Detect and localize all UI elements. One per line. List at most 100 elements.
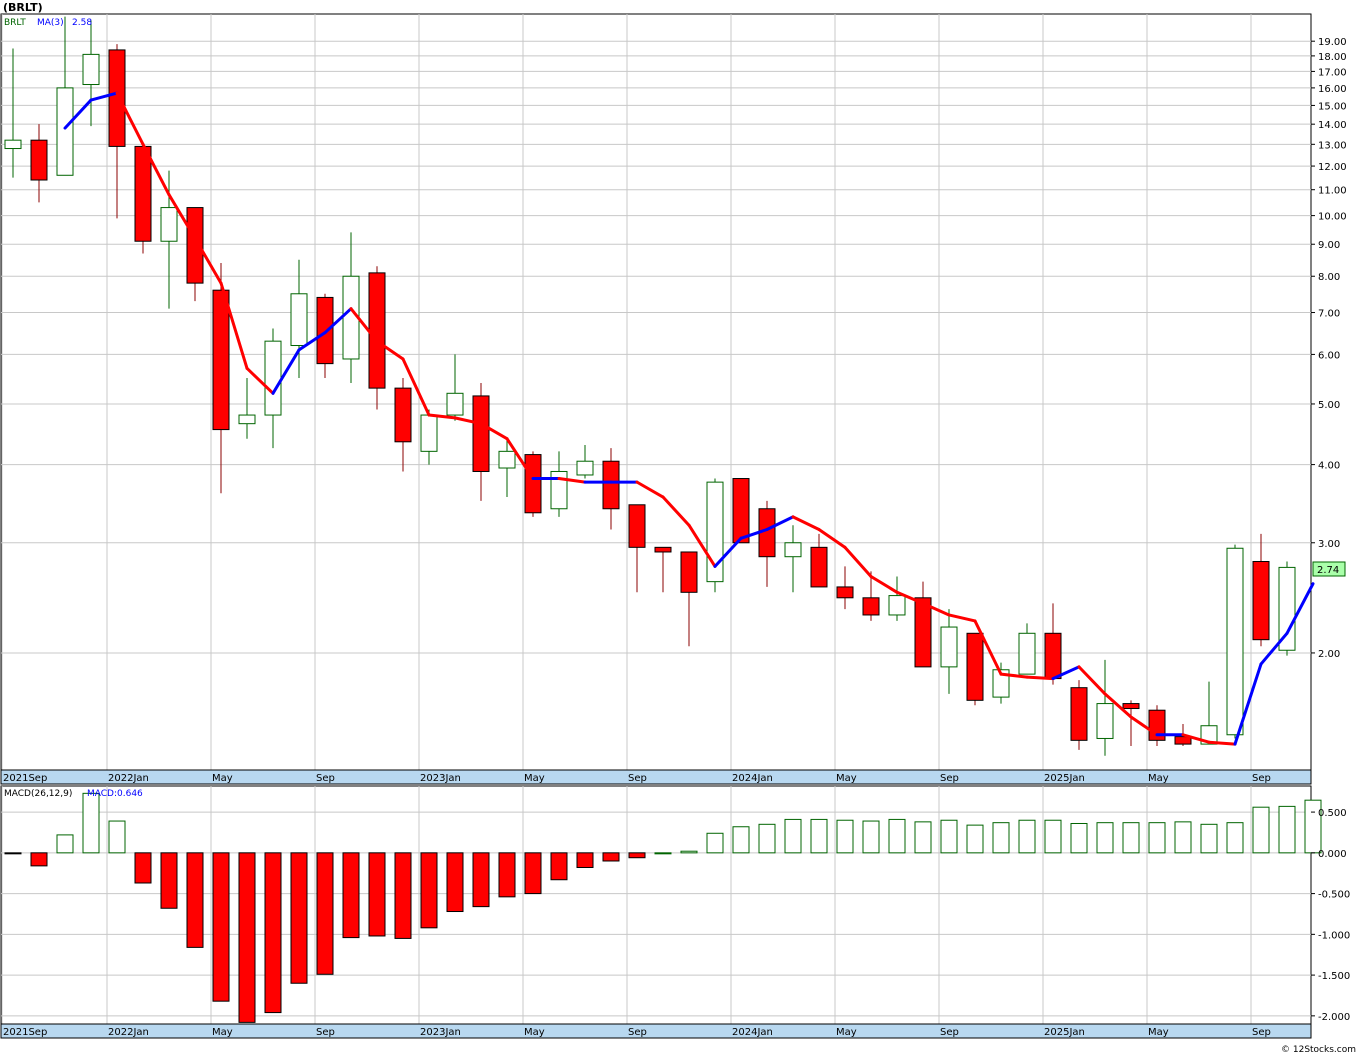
macd-bar-negative xyxy=(498,852,516,898)
ma-segment xyxy=(271,348,301,395)
candle-body-up xyxy=(264,340,282,416)
ma-segment xyxy=(791,515,821,532)
price-x-tick-label: 2021Sep xyxy=(3,773,47,784)
price-x-tick-label: May xyxy=(836,773,857,784)
macd-bar-negative xyxy=(212,852,230,1002)
macd-bar-negative xyxy=(316,852,334,975)
macd-bar-negative xyxy=(550,852,568,881)
moving-average-line xyxy=(63,91,1315,746)
macd-bar-negative xyxy=(238,852,256,1023)
candle xyxy=(810,533,828,588)
candle xyxy=(134,145,152,254)
candle-body-down xyxy=(30,139,48,181)
macd-bar-negative xyxy=(186,852,204,948)
candle-body-down xyxy=(810,546,828,588)
price-y-tick-label: 13.00 xyxy=(1318,140,1347,151)
macd-y-tick-label: -0.500 xyxy=(1318,890,1350,901)
price-y-tick-label: 15.00 xyxy=(1318,101,1347,112)
candle-body-down xyxy=(472,395,490,472)
candle xyxy=(784,525,802,593)
candle xyxy=(446,354,464,421)
macd-bar-negative xyxy=(524,852,542,895)
candle-body-down xyxy=(394,387,412,443)
macd-bar-positive xyxy=(1018,819,1036,854)
candle xyxy=(1148,705,1166,747)
candle xyxy=(862,571,880,621)
candle-body-down xyxy=(602,460,620,510)
price-y-tick-label: 14.00 xyxy=(1318,120,1347,131)
macd-x-tick-label: 2022Jan xyxy=(108,1027,149,1038)
candle-body-down xyxy=(628,504,646,548)
candle xyxy=(940,609,958,694)
macd-bar-positive xyxy=(1252,806,1270,854)
candle xyxy=(914,581,932,668)
macd-y-tick-label: -2.000 xyxy=(1318,1012,1350,1023)
candle-body-up xyxy=(4,139,22,150)
candle xyxy=(576,444,594,479)
candle-body-down xyxy=(680,551,698,593)
candle-body-up xyxy=(1226,547,1244,736)
candle-body-up xyxy=(238,414,256,425)
macd-bar-negative xyxy=(576,852,594,869)
ma-segment xyxy=(1233,662,1263,746)
ma-segment xyxy=(1051,665,1081,681)
ma-segment xyxy=(245,366,275,395)
price-y-tick-label: 6.00 xyxy=(1318,350,1340,361)
ma-segment xyxy=(1129,715,1159,737)
candle xyxy=(82,20,100,127)
macd-x-tick-label: May xyxy=(1148,1027,1169,1038)
price-y-tick-label: 16.00 xyxy=(1318,84,1347,95)
macd-bar-positive xyxy=(1200,823,1218,854)
legend-ma-label: MA(3) xyxy=(37,18,64,28)
macd-x-tick-label: May xyxy=(836,1027,857,1038)
ma-segment xyxy=(1259,631,1289,666)
candle xyxy=(836,566,854,610)
candle xyxy=(550,451,568,517)
macd-y-axis: 0.500 0.000 -0.500 -1.000 -1.500 -2.000 xyxy=(1311,808,1350,1023)
last-price-tag xyxy=(1312,561,1346,577)
ma-segment xyxy=(323,307,353,335)
ma-segment xyxy=(401,357,431,417)
ma-segment xyxy=(1077,665,1107,696)
macd-bar-negative xyxy=(472,852,490,908)
macd-bar-positive xyxy=(966,824,984,854)
candle xyxy=(472,383,490,501)
ma-segment xyxy=(895,590,925,605)
macd-bars xyxy=(4,792,1322,1023)
macd-bar-positive xyxy=(108,820,126,854)
candle xyxy=(992,662,1010,704)
macd-bar-negative xyxy=(4,852,22,855)
macd-bar-positive xyxy=(56,834,74,854)
ma-segment xyxy=(1207,740,1237,746)
ma-segment xyxy=(557,477,587,484)
price-x-axis-bar xyxy=(0,769,1312,785)
candle xyxy=(888,576,906,621)
price-y-tick-label: 11.00 xyxy=(1318,186,1347,197)
candle xyxy=(498,438,516,498)
ma-segment xyxy=(687,523,717,568)
macd-bar-positive xyxy=(1122,822,1140,854)
price-y-axis: 2.00 3.00 4.00 5.00 6.00 7.00 8.00 9.00 10.00 11.… xyxy=(1311,37,1347,660)
price-x-tick-label: Sep xyxy=(940,773,959,784)
candle xyxy=(1278,561,1296,656)
ma-segment xyxy=(999,672,1029,679)
credit-text: © 12Stocks.com xyxy=(1281,1045,1356,1055)
candle xyxy=(1096,659,1114,756)
candle-body-up xyxy=(1278,566,1296,651)
macd-bar-positive xyxy=(914,821,932,854)
price-x-tick-label: May xyxy=(524,773,545,784)
candle xyxy=(1070,680,1088,750)
candle xyxy=(1252,533,1270,647)
price-x-tick-label: May xyxy=(212,773,233,784)
candle-body-down xyxy=(316,296,334,365)
macd-bar-negative xyxy=(446,852,464,913)
candle xyxy=(238,378,256,439)
macd-bar-negative xyxy=(160,852,178,909)
candle-body-down xyxy=(134,145,152,242)
macd-bar-positive xyxy=(82,792,100,854)
macd-bar-positive xyxy=(1096,822,1114,854)
candle xyxy=(4,48,22,178)
macd-bar-positive xyxy=(1226,822,1244,854)
price-y-tick-label: 18.00 xyxy=(1318,52,1347,63)
